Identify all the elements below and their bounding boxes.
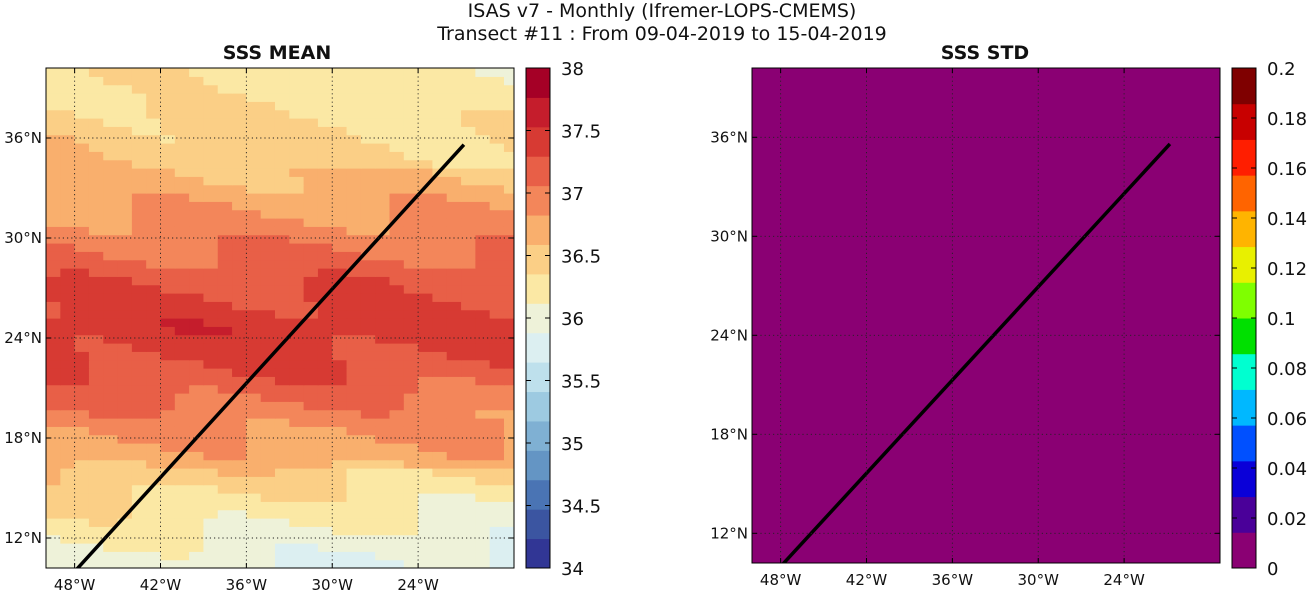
colorbar-segment bbox=[526, 362, 550, 393]
colorbar-segment bbox=[1232, 139, 1256, 176]
colorbar-tick-label: 34.5 bbox=[561, 497, 601, 518]
y-tick-label: 18°N bbox=[710, 425, 748, 443]
colorbar-segment bbox=[1232, 460, 1256, 498]
y-tick-label: 24°N bbox=[4, 329, 42, 347]
colorbar-segment bbox=[526, 244, 550, 275]
y-tick-label: 12°N bbox=[4, 529, 42, 547]
sss-std-colorbar: 0 0.02 0.04 0.06 0.08 0.1 0.12 0.14 0.16 0.18 0.2 bbox=[1231, 59, 1307, 580]
colorbar-segment bbox=[1232, 496, 1256, 533]
colorbar-tick-label: 0 bbox=[1267, 559, 1278, 580]
y-tick-label: 24°N bbox=[710, 326, 748, 344]
colorbar-segment bbox=[526, 391, 550, 422]
colorbar-tick-label: 0.08 bbox=[1267, 359, 1307, 380]
colorbar-segment bbox=[1232, 282, 1256, 319]
colorbar-tick-label: 38 bbox=[561, 59, 584, 80]
x-tick-label: 36°W bbox=[932, 571, 974, 589]
colorbar-segment bbox=[1232, 389, 1256, 426]
map-frame bbox=[45, 67, 515, 569]
colorbar-tick-label: 0.2 bbox=[1267, 59, 1296, 80]
x-tick-label: 24°W bbox=[1103, 571, 1145, 589]
colorbar-segment bbox=[1232, 210, 1256, 248]
colorbar-segment bbox=[526, 68, 550, 98]
colorbar-segment bbox=[526, 332, 550, 363]
colorbar-tick-label: 37.5 bbox=[561, 122, 601, 143]
y-tick-label: 30°N bbox=[710, 227, 748, 245]
colorbar-segment bbox=[1232, 425, 1256, 462]
y-tick-label: 12°N bbox=[710, 524, 748, 542]
sss-mean-colorbar: 34 34.5 35 35.5 36 36.5 37 37.5 38 bbox=[525, 59, 601, 580]
colorbar-tick-label: 0.18 bbox=[1267, 109, 1307, 130]
colorbar-segment bbox=[1232, 246, 1256, 283]
colorbar-tick-label: 37 bbox=[561, 184, 584, 205]
x-tick-label: 30°W bbox=[312, 576, 354, 591]
x-tick-label: 42°W bbox=[846, 571, 888, 589]
colorbar-segment bbox=[526, 215, 550, 245]
transect-line bbox=[75, 143, 466, 568]
colorbar-tick-label: 34 bbox=[561, 559, 584, 580]
colorbar-segment bbox=[526, 273, 550, 304]
colorbar-segment bbox=[1232, 532, 1256, 569]
colorbar-tick-label: 35 bbox=[561, 434, 584, 455]
x-tick-label: 24°W bbox=[397, 576, 439, 591]
colorbar-tick-label: 0.02 bbox=[1267, 509, 1307, 530]
colorbar-segment bbox=[526, 156, 550, 187]
figure-title-line1: ISAS v7 - Monthly (Ifremer-LOPS-CMEMS) bbox=[468, 0, 857, 22]
colorbar-segment bbox=[1232, 103, 1256, 140]
colorbar-segment bbox=[526, 538, 550, 569]
x-tick-label: 48°W bbox=[54, 576, 96, 591]
colorbar-tick-label: 0.16 bbox=[1267, 159, 1307, 180]
colorbar-tick-label: 0.06 bbox=[1267, 409, 1307, 430]
colorbar-segment bbox=[526, 450, 550, 481]
sss-std-title: SSS STD bbox=[941, 42, 1029, 64]
sss-mean-title: SSS MEAN bbox=[223, 42, 331, 64]
colorbar-tick-label: 0.04 bbox=[1267, 459, 1307, 480]
colorbar-tick-label: 36 bbox=[561, 309, 584, 330]
x-tick-label: 36°W bbox=[226, 576, 268, 591]
sss-std-panel: SSS STD 48°W 42°W 36°W 30°W 24°W 12°N 18°N 24°N… bbox=[710, 42, 1307, 589]
sss-std-map: 48°W 42°W 36°W 30°W 24°W 12°N 18°N 24°N 30°N 36°N bbox=[710, 67, 1221, 589]
colorbar-tick-label: 0.1 bbox=[1267, 309, 1296, 330]
x-tick-label: 30°W bbox=[1018, 571, 1060, 589]
colorbar-segment bbox=[526, 509, 550, 540]
colorbar-tick-label: 0.14 bbox=[1267, 209, 1307, 230]
colorbar-segment bbox=[1232, 318, 1256, 355]
x-tick-label: 42°W bbox=[140, 576, 182, 591]
colorbar-tick-label: 0.12 bbox=[1267, 259, 1307, 280]
sss-mean-panel: SSS MEAN 48°W 42°W 36°W 30°W 24°W 12°N 18°N 24°… bbox=[4, 42, 601, 591]
colorbar-segment bbox=[526, 479, 550, 510]
y-tick-label: 36°N bbox=[710, 128, 748, 146]
y-tick-label: 30°N bbox=[4, 229, 42, 247]
colorbar-segment bbox=[526, 97, 550, 128]
map-frame bbox=[751, 67, 1221, 564]
colorbar-segment bbox=[1232, 175, 1256, 212]
colorbar-tick-label: 35.5 bbox=[561, 372, 601, 393]
colorbar-segment bbox=[526, 185, 550, 216]
figure-title-line2: Transect #11 : From 09-04-2019 to 15-04-… bbox=[436, 23, 887, 45]
colorbar-segment bbox=[1232, 68, 1256, 105]
transect-line bbox=[781, 142, 1172, 563]
y-tick-label: 18°N bbox=[4, 429, 42, 447]
colorbar-segment bbox=[526, 420, 550, 451]
colorbar-tick-label: 36.5 bbox=[561, 247, 601, 268]
std-field bbox=[752, 68, 1220, 563]
x-tick-label: 48°W bbox=[760, 571, 802, 589]
colorbar-segment bbox=[1232, 353, 1256, 390]
colorbar-segment bbox=[526, 126, 550, 157]
y-tick-label: 36°N bbox=[4, 129, 42, 147]
sss-mean-map: 48°W 42°W 36°W 30°W 24°W 12°N 18°N 24°N 30°N 36°N bbox=[4, 67, 515, 591]
